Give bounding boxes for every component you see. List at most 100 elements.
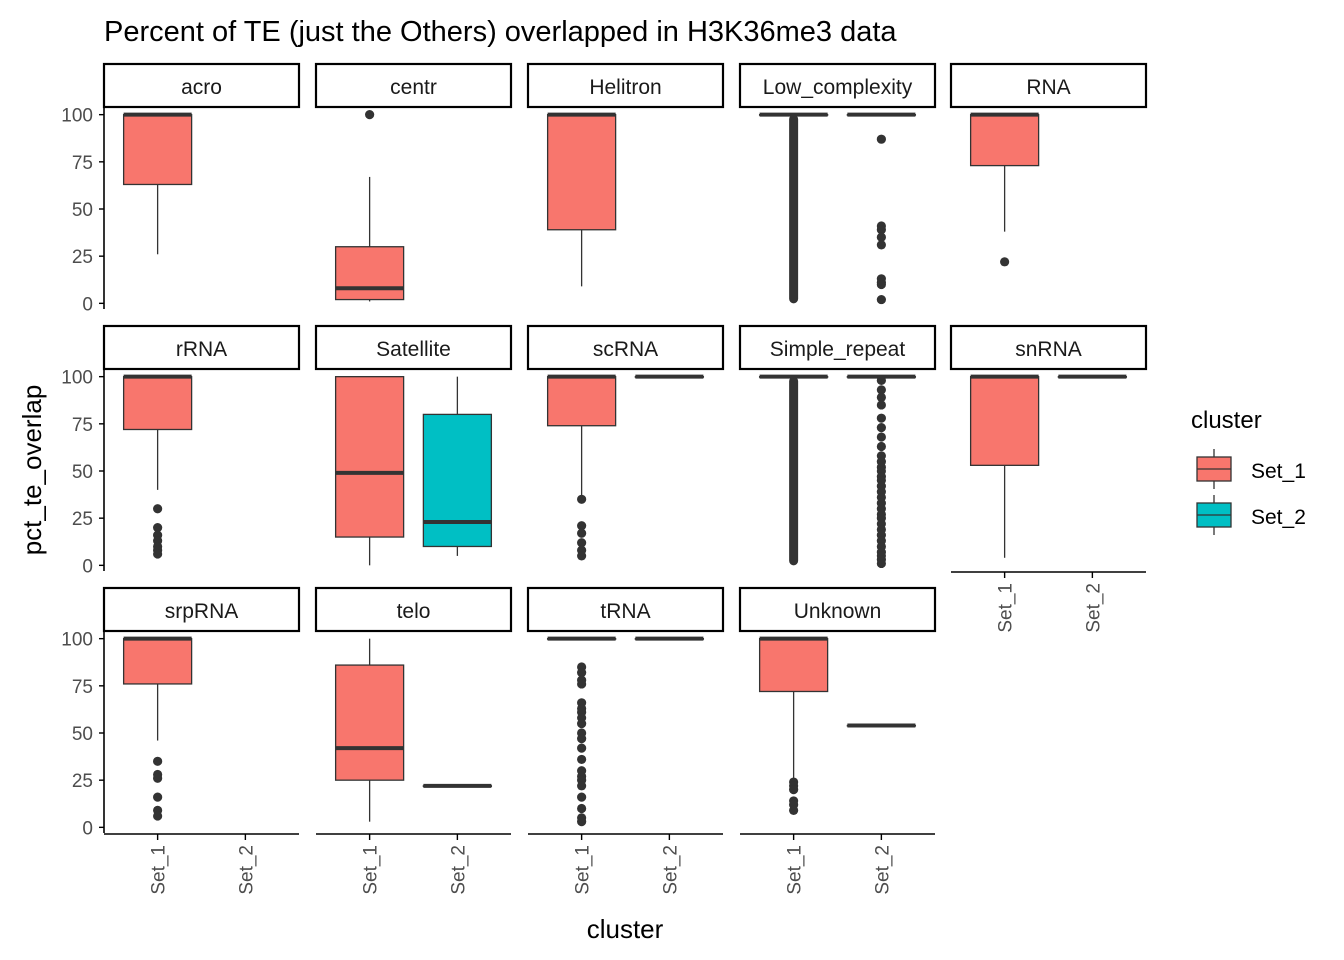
- facet-strip: [102, 586, 301, 633]
- y-tick-label: 50: [72, 200, 93, 221]
- facet-strip-label: centr: [390, 76, 437, 99]
- facet-panel-centr: centr: [314, 62, 513, 302]
- facet-strip-label: Unknown: [794, 600, 882, 623]
- y-tick-label: 25: [72, 509, 93, 530]
- facet-panel-snrna: snRNA Set_1 Set_2: [949, 324, 1148, 633]
- facet-strip: [102, 62, 301, 109]
- x-tick-label: Set_2: [872, 845, 893, 895]
- outlier-point: [153, 523, 163, 533]
- x-tick-label: Set_2: [660, 845, 681, 895]
- outlier-point: [876, 558, 886, 569]
- y-tick-label: 100: [61, 106, 93, 127]
- box-set-2: [422, 376, 493, 556]
- facet-strip-label: telo: [397, 600, 431, 623]
- outlier-point: [876, 375, 886, 386]
- outlier-point: [577, 668, 587, 678]
- box-iqr: [969, 114, 1040, 167]
- facet-strip: [314, 62, 513, 109]
- facet-panel-rrna: rRNA 0 25 50 75 100: [61, 324, 301, 577]
- outlier-point: [876, 240, 886, 250]
- box-iqr: [334, 376, 405, 538]
- facet-strip: [314, 324, 513, 371]
- facet-panel-telo: telo Set_1 Set_2: [314, 586, 513, 895]
- y-tick-label: 75: [72, 415, 93, 436]
- facet-strip: [102, 324, 301, 371]
- y-tick-label: 50: [72, 462, 93, 483]
- facet-panel-low-complexity: Low_complexity: [738, 62, 937, 305]
- outlier-point: [577, 781, 587, 791]
- facet-strip: [738, 324, 937, 371]
- outlier-point: [153, 811, 163, 821]
- outlier-point: [876, 400, 886, 410]
- box-set-1: [969, 112, 1040, 267]
- box-iqr: [122, 376, 193, 431]
- legend-key-set-1: Set_1: [1196, 449, 1306, 489]
- facet-panel-helitron: Helitron: [526, 62, 725, 287]
- box-set-1: [334, 638, 405, 822]
- outlier-point-band: [789, 376, 799, 566]
- box-set-1: [122, 112, 193, 255]
- facet-strip: [949, 324, 1148, 371]
- outlier-point: [876, 432, 886, 442]
- facet-strip-label: acro: [181, 76, 222, 99]
- facet-panels: acro 0 25 50 75 100 centr Helitron Low_complexit…: [61, 62, 1148, 895]
- box-iqr: [422, 413, 493, 548]
- outlier-point: [577, 528, 587, 538]
- facet-strip: [738, 586, 937, 633]
- outlier-point: [153, 504, 163, 514]
- facet-strip-label: tRNA: [600, 600, 650, 623]
- facet-panel-satellite: Satellite: [314, 324, 513, 566]
- facet-panel-unknown: Unknown Set_1 Set_2: [738, 586, 937, 895]
- outlier-point: [577, 521, 587, 531]
- outlier-point: [1000, 257, 1010, 267]
- box-iqr: [334, 664, 405, 781]
- facet-panel-trna: tRNA Set_1 Set_2: [526, 586, 725, 895]
- outlier-point: [789, 785, 799, 795]
- facet-strip-label: rRNA: [176, 338, 227, 361]
- x-axis-title: cluster: [587, 914, 664, 944]
- box-set-1: [758, 374, 829, 566]
- box-set-2: [846, 374, 917, 569]
- outlier-point: [577, 743, 587, 753]
- facet-strip-label: snRNA: [1015, 338, 1082, 361]
- y-tick-label: 100: [61, 630, 93, 651]
- x-tick-label: Set_1: [361, 845, 382, 895]
- outlier-point: [876, 413, 886, 423]
- outlier-point: [876, 423, 886, 433]
- box-set-1: [122, 636, 193, 821]
- facet-panel-rna: RNA: [949, 62, 1148, 267]
- outlier-point: [577, 494, 587, 504]
- legend-label: Set_2: [1251, 506, 1306, 529]
- outlier-point: [876, 225, 886, 235]
- box-set-1: [334, 376, 405, 566]
- facet-strip-label: Low_complexity: [763, 76, 913, 99]
- facet-strip: [314, 586, 513, 633]
- box-set-1: [546, 374, 617, 561]
- facet-strip: [526, 324, 725, 371]
- legend: cluster Set_1 Set_2: [1191, 407, 1306, 535]
- y-tick-label: 0: [82, 294, 93, 315]
- y-tick-label: 25: [72, 247, 93, 268]
- chart-title: Percent of TE (just the Others) overlapp…: [104, 16, 897, 48]
- outlier-point: [876, 232, 886, 242]
- facet-panel-simple-repeat: Simple_repeat: [738, 324, 937, 569]
- facet-strip-label: Helitron: [589, 76, 661, 99]
- legend-label: Set_1: [1251, 460, 1306, 483]
- outlier-point: [365, 110, 375, 120]
- y-tick-label: 50: [72, 724, 93, 745]
- outlier-point: [577, 551, 587, 561]
- box-set-2: [422, 783, 493, 788]
- legend-title: cluster: [1191, 407, 1262, 434]
- outlier-point: [577, 792, 587, 802]
- outlier-point: [577, 803, 587, 814]
- x-tick-label: Set_1: [573, 845, 594, 895]
- facet-strip: [738, 62, 937, 109]
- facet-strip-label: Simple_repeat: [770, 338, 906, 361]
- box-set-1: [122, 374, 193, 559]
- legend-key-set-2: Set_2: [1196, 495, 1306, 535]
- facet-strip: [949, 62, 1148, 109]
- box-iqr: [122, 638, 193, 685]
- facet-strip-label: Satellite: [376, 338, 451, 361]
- outlier-point: [876, 279, 886, 290]
